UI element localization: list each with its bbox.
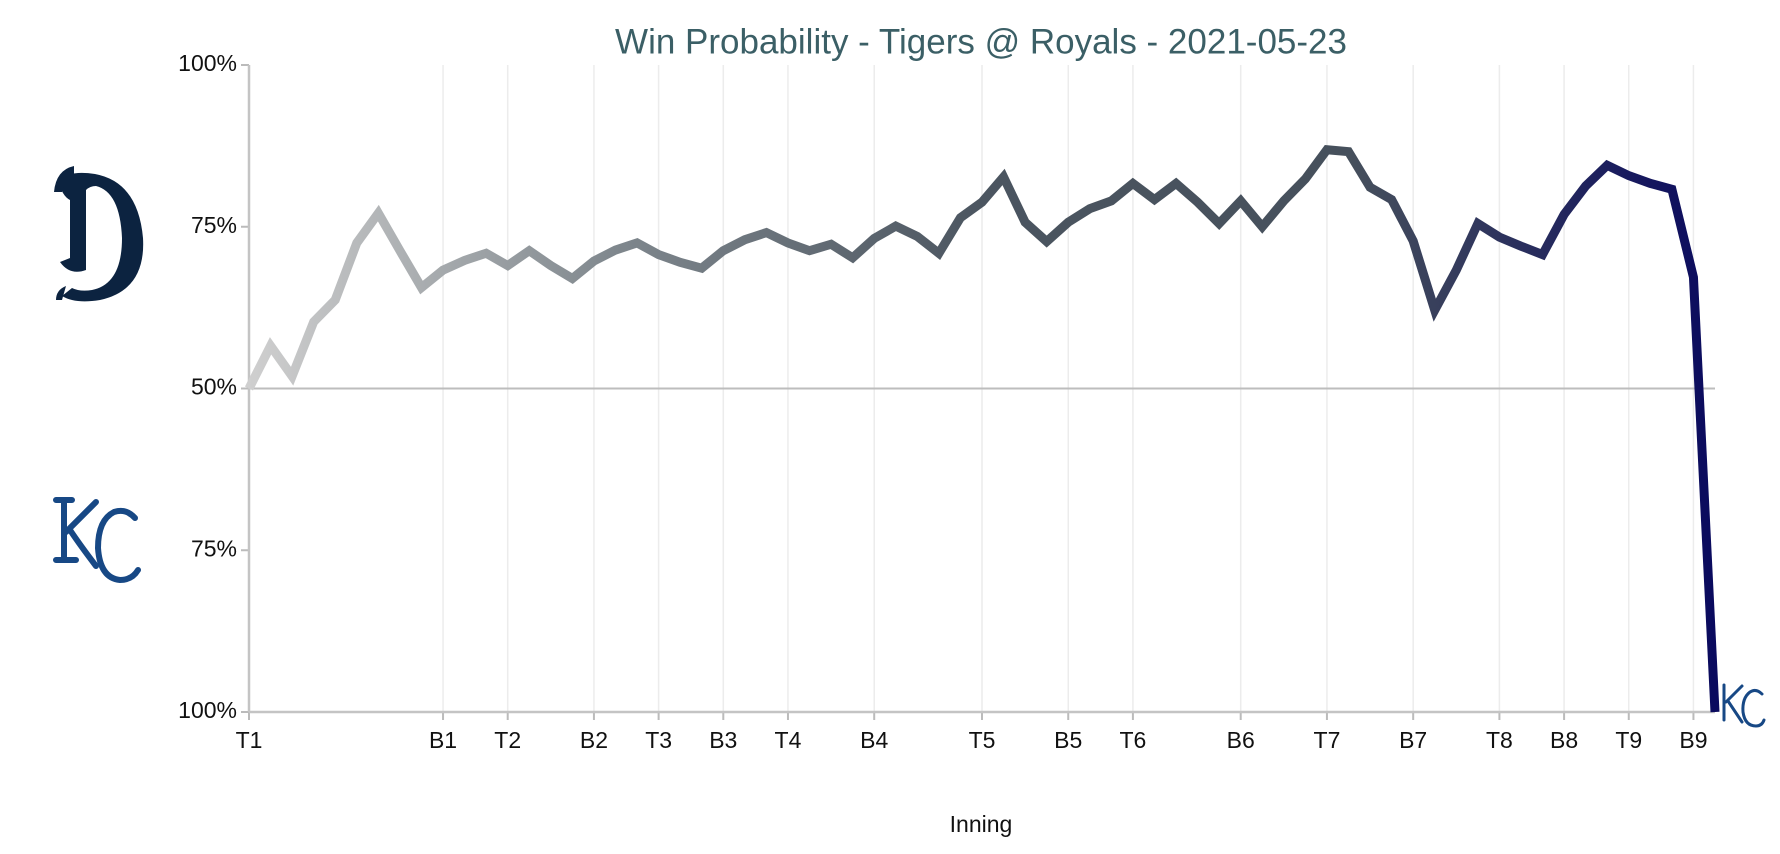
tigers-logo: [54, 166, 144, 302]
y-tick-label: 100%: [178, 697, 237, 723]
y-tick-label: 50%: [191, 374, 237, 400]
y-tick-label: 75%: [191, 212, 237, 238]
x-tick-label: B6: [1227, 727, 1255, 753]
x-tick-label: B9: [1679, 727, 1707, 753]
x-tick-label: B4: [860, 727, 888, 753]
x-axis-label: Inning: [950, 811, 1013, 837]
x-tick-label: T6: [1119, 727, 1146, 753]
y-tick-label: 75%: [191, 535, 237, 561]
x-tick-label: T2: [494, 727, 521, 753]
x-tick-label: T1: [236, 727, 263, 753]
chart-title: Win Probability - Tigers @ Royals - 2021…: [615, 22, 1347, 61]
x-tick-label: B5: [1054, 727, 1082, 753]
x-tick-label: B1: [429, 727, 457, 753]
x-tick-label: B3: [709, 727, 737, 753]
x-tick-label: B7: [1399, 727, 1427, 753]
x-tick-label: T5: [969, 727, 996, 753]
x-tick-label: T8: [1486, 727, 1513, 753]
win-prob-line: [244, 145, 1720, 713]
royals-logo-small: [1722, 683, 1766, 728]
x-tick-label: B2: [580, 727, 608, 753]
x-tick-label: T9: [1615, 727, 1642, 753]
royals-logo: [53, 497, 141, 584]
x-tick-label: T7: [1314, 727, 1341, 753]
x-tick-label: T3: [645, 727, 672, 753]
y-tick-label: 100%: [178, 50, 237, 76]
x-tick-label: B8: [1550, 727, 1578, 753]
x-tick-label: T4: [775, 727, 802, 753]
